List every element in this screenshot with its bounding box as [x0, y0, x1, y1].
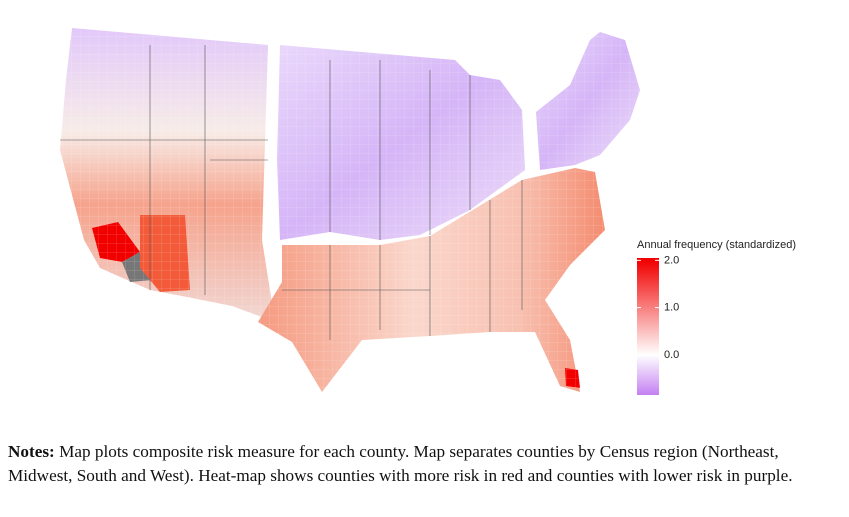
county-lines: [60, 28, 645, 393]
colorbar-tick-label: 0.0: [664, 349, 679, 361]
map-figure: Annual frequency (standardized) 2.0 1.0 0.…: [60, 28, 796, 395]
notes: Notes: Map plots composite risk measure …: [8, 440, 838, 488]
colorbar-fill: [637, 258, 659, 395]
state-borders: [60, 45, 523, 340]
notes-text: Map plots composite risk measure for eac…: [8, 442, 793, 485]
colorbar-tick-label: 2.0: [664, 254, 679, 266]
county-grid: [60, 28, 645, 393]
map: [60, 28, 645, 393]
colorbar-tick-label: 1.0: [664, 302, 679, 314]
notes-label: Notes:: [8, 442, 55, 461]
colorbar: 2.0 1.0 0.0: [637, 254, 679, 395]
legend-title: Annual frequency (standardized): [637, 239, 796, 251]
